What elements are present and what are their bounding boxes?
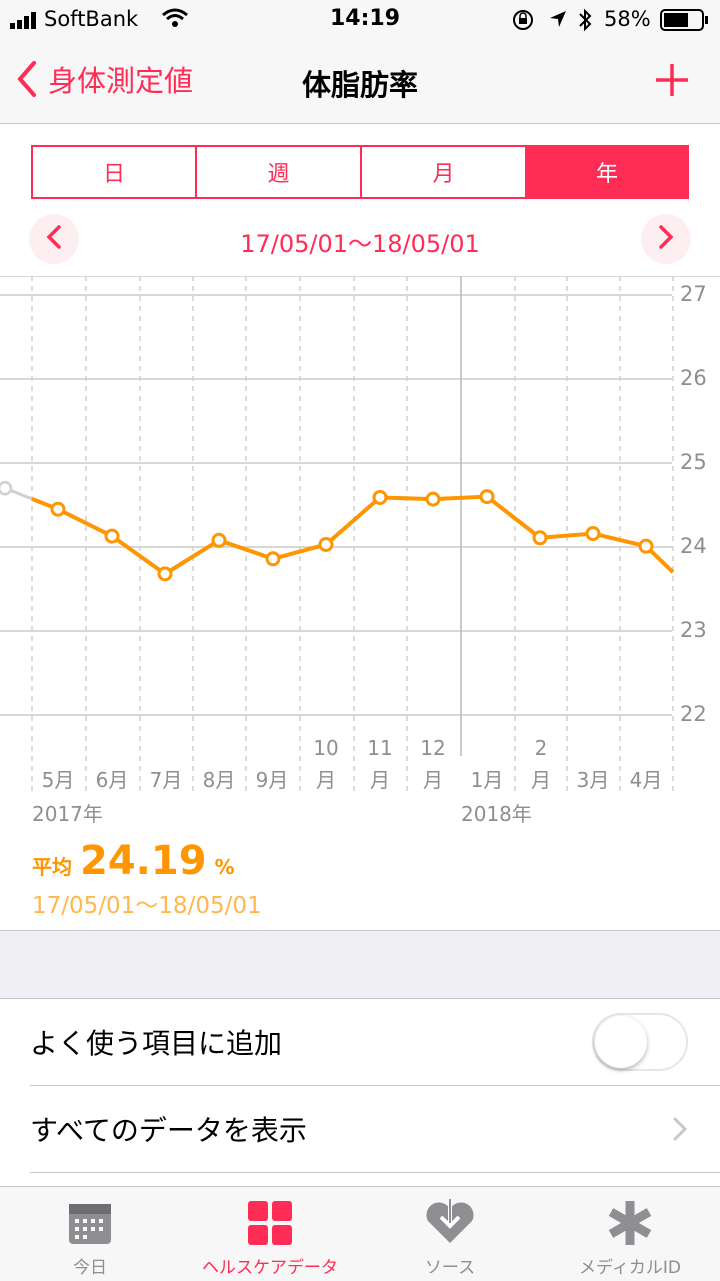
asterisk-icon (606, 1199, 654, 1251)
tab-health-data[interactable]: ヘルスケアデータ (180, 1187, 360, 1281)
chevron-left-icon (44, 224, 64, 254)
tab-label: ソース (424, 1258, 476, 1278)
x-tick-label: 3月 (576, 768, 610, 792)
carrier-label: SoftBank (44, 7, 139, 31)
status-time: 14:19 (330, 6, 401, 31)
y-tick-label: 26 (680, 366, 707, 390)
data-point (50, 501, 66, 517)
signal-icon (10, 10, 48, 35)
heart-download-icon (424, 1199, 476, 1249)
data-point-prev (0, 480, 13, 496)
body-fat-chart (0, 276, 675, 791)
x-tick-label: 月 (0, 764, 18, 793)
add-button[interactable] (654, 62, 690, 98)
favorite-label: よく使う項目に追加 (30, 1027, 283, 1060)
data-point (479, 489, 495, 505)
average-unit: % (214, 855, 235, 879)
favorite-row: よく使う項目に追加 (30, 999, 720, 1086)
tab-sources[interactable]: ソース (360, 1187, 540, 1281)
x-tick-label: 6月 (95, 768, 129, 792)
back-label: 身体測定値 (48, 64, 194, 98)
y-tick-label: 22 (680, 702, 707, 726)
tab-medical-id[interactable]: メディカルID (540, 1187, 720, 1281)
data-point (157, 566, 173, 582)
options-list: よく使う項目に追加 すべてのデータを表示 (0, 998, 720, 1187)
location-icon (548, 9, 568, 34)
period-segmented-control: 日 週 月 年 (31, 145, 689, 199)
data-point (211, 532, 227, 548)
data-point (585, 526, 601, 542)
data-point (104, 528, 120, 544)
average-value: 24.19 (80, 838, 207, 884)
calendar-icon (68, 1201, 112, 1249)
x-tick-label: 月 (316, 768, 336, 792)
plus-icon (654, 64, 690, 102)
series-line (31, 494, 675, 576)
content-panel (0, 124, 720, 931)
grid-icon (248, 1201, 292, 1249)
x-tick-label: 4月 (629, 768, 663, 792)
tab-label: メディカルID (579, 1258, 681, 1278)
x-tick-label: 7月 (149, 768, 183, 792)
x-tick-label: 月 (423, 768, 443, 792)
segment-day[interactable]: 日 (33, 147, 197, 197)
x-tick-label: 9月 (255, 768, 289, 792)
x-tick-label: 12 (420, 736, 446, 760)
previous-range-button[interactable] (29, 214, 79, 264)
segment-month[interactable]: 月 (362, 147, 527, 197)
data-point (265, 551, 281, 567)
rotation-lock-icon (512, 9, 534, 36)
chevron-left-icon (14, 59, 38, 99)
tab-label: ヘルスケアデータ (202, 1258, 338, 1278)
next-range-button[interactable] (641, 214, 691, 264)
bluetooth-icon (578, 8, 592, 37)
average-summary: 平均 24.19 % (32, 838, 235, 884)
chevron-right-icon (656, 224, 676, 254)
x-tick-label: 月 (531, 768, 551, 792)
chevron-right-icon (672, 1116, 688, 1146)
favorite-toggle[interactable] (592, 1013, 688, 1071)
average-label: 平均 (32, 855, 72, 879)
chart-top-divider (0, 276, 720, 277)
x-tick-label: 11 (367, 736, 393, 760)
tab-bar: 今日 ヘルスケアデータ ソース メディカルID (0, 1186, 720, 1281)
wifi-icon (162, 8, 188, 33)
back-button[interactable]: 身体測定値 (14, 58, 193, 100)
battery-percent: 58% (604, 7, 651, 31)
data-point (318, 536, 334, 552)
y-tick-label: 23 (680, 618, 707, 642)
y-tick-label: 25 (680, 450, 707, 474)
x-tick-label: 10 (313, 736, 339, 760)
x-tick-label: 5月 (41, 768, 75, 792)
navigation-bar: 身体測定値 体脂肪率 (0, 40, 720, 124)
x-tick-label: 1月 (470, 768, 504, 792)
segment-week[interactable]: 週 (197, 147, 362, 197)
date-range-label: 17/05/01〜18/05/01 (240, 230, 480, 258)
y-tick-label: 27 (680, 282, 707, 306)
summary-range: 17/05/01〜18/05/01 (32, 893, 262, 919)
status-bar: SoftBank 14:19 58% (0, 0, 720, 40)
x-tick-label: 2 (534, 736, 548, 760)
data-point (532, 530, 548, 546)
page-title: 体脂肪率 (301, 68, 418, 102)
x-tick-label: 8月 (202, 768, 236, 792)
toggle-knob (595, 1016, 647, 1068)
segment-year[interactable]: 年 (527, 147, 687, 197)
show-all-label: すべてのデータを表示 (30, 1114, 307, 1147)
battery-icon (660, 9, 710, 36)
tab-label: 今日 (73, 1258, 107, 1278)
data-point (425, 491, 441, 507)
data-point (638, 538, 654, 554)
y-tick-label: 24 (680, 534, 707, 558)
x-tick-label: 月 (370, 768, 390, 792)
tab-today[interactable]: 今日 (0, 1187, 180, 1281)
year-label: 2018年 (461, 802, 532, 826)
data-point (372, 489, 388, 505)
year-label: 2017年 (32, 802, 103, 826)
show-all-data-row[interactable]: すべてのデータを表示 (30, 1086, 720, 1173)
